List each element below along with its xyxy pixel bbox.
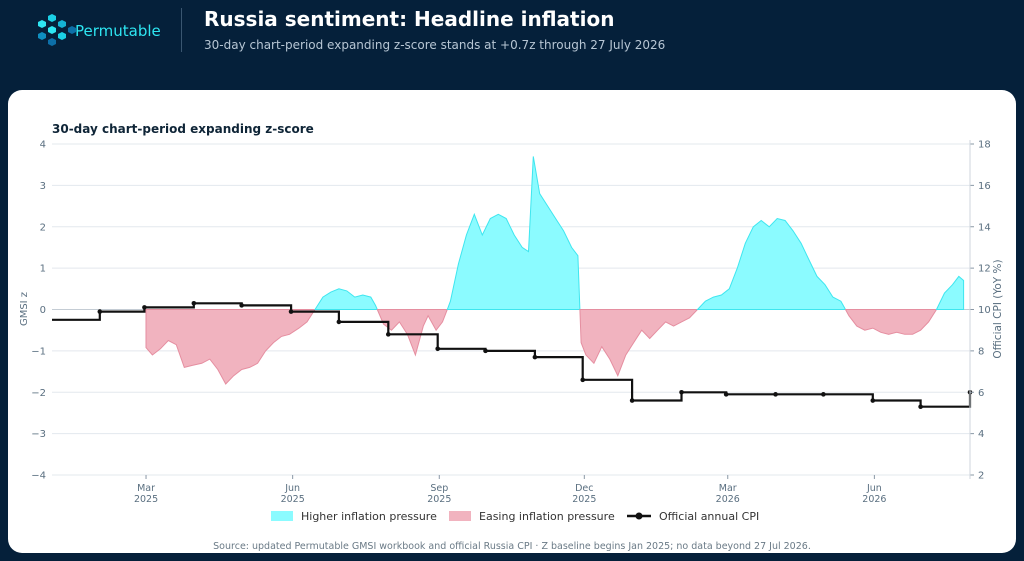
cpi-point <box>385 332 391 337</box>
legend-label-easing: Easing inflation pressure <box>479 510 615 523</box>
x-tick-month: Dec <box>575 483 593 494</box>
cpi-point <box>239 303 244 308</box>
y2-tick-label: 10 <box>978 305 991 316</box>
cpi-point <box>532 354 538 360</box>
cpi-point <box>142 305 147 310</box>
brand-name: Permutable <box>75 22 161 40</box>
cpi-point <box>918 404 923 410</box>
cpi-series <box>52 300 973 410</box>
x-tick-month: Jun <box>284 483 300 494</box>
cpi-point <box>97 309 103 314</box>
cpi-point <box>679 389 684 395</box>
y-tick-label: 2 <box>40 222 46 233</box>
y2-axis-label: Official CPI (YoY %) <box>992 259 1004 358</box>
header-divider <box>181 8 182 52</box>
x-tick-month: Mar <box>719 483 737 494</box>
higher-pressure-area <box>314 288 379 310</box>
cpi-point <box>773 392 778 397</box>
easing-pressure-area <box>844 309 938 335</box>
cpi-point <box>821 392 826 397</box>
y2-tick-label: 8 <box>978 346 984 357</box>
y-tick-label: 1 <box>40 264 46 275</box>
higher-pressure-area <box>446 156 581 310</box>
x-tick-year: 2026 <box>716 494 740 505</box>
y2-tick-label: 12 <box>978 264 991 275</box>
y-axis-label: GMSI z <box>19 292 30 326</box>
y-tick-label: 4 <box>40 140 46 151</box>
y-tick-label: −4 <box>31 471 46 482</box>
legend-swatch-cpi-dot <box>635 512 643 520</box>
x-tick-month: Sep <box>430 483 448 494</box>
cpi-point <box>336 319 342 325</box>
zscore-areas <box>145 156 965 385</box>
y-tick-label: −2 <box>31 388 46 399</box>
cpi-point <box>723 392 729 397</box>
y-tick-label: 0 <box>40 305 46 316</box>
legend: Higher inflation pressure Easing inflati… <box>271 510 759 523</box>
y2-tick-label: 2 <box>978 471 984 482</box>
x-tick-year: 2026 <box>862 494 886 505</box>
easing-pressure-area <box>579 309 699 377</box>
cpi-point <box>288 309 294 314</box>
page-subtitle: 30-day chart-period expanding z-score st… <box>204 38 666 52</box>
axes: −4−3−2−10123424681012141618Mar2025Jun202… <box>31 140 990 506</box>
legend-label-cpi: Official annual CPI <box>659 510 759 523</box>
x-tick-year: 2025 <box>427 494 451 505</box>
y2-tick-label: 6 <box>978 388 984 399</box>
legend-swatch-higher <box>271 511 293 521</box>
x-tick-year: 2025 <box>281 494 305 505</box>
legend-swatch-easing <box>449 511 471 521</box>
y2-tick-label: 4 <box>978 429 984 440</box>
easing-pressure-area <box>145 309 316 385</box>
y2-tick-label: 18 <box>978 140 991 151</box>
cpi-point <box>191 300 197 306</box>
cpi-point <box>435 346 440 352</box>
legend-label-higher: Higher inflation pressure <box>301 510 437 523</box>
cpi-point <box>870 398 876 403</box>
easing-pressure-area <box>376 309 449 357</box>
higher-pressure-area <box>696 217 847 310</box>
source-note: Source: updated Permutable GMSI workbook… <box>213 541 811 552</box>
permutable-logo-icon <box>38 14 76 46</box>
header: Permutable Russia sentiment: Headline in… <box>0 0 1024 90</box>
y-tick-label: −1 <box>31 346 46 357</box>
higher-pressure-area <box>935 275 965 310</box>
cpi-point <box>483 348 488 354</box>
y2-tick-label: 14 <box>978 222 991 233</box>
x-tick-year: 2025 <box>572 494 596 505</box>
x-tick-month: Mar <box>137 483 155 494</box>
cpi-point <box>580 377 586 383</box>
y2-tick-label: 16 <box>978 181 991 192</box>
x-tick-year: 2025 <box>134 494 158 505</box>
chart-title: 30-day chart-period expanding z-score <box>52 122 314 136</box>
y-tick-label: −3 <box>31 429 46 440</box>
x-tick-month: Jun <box>866 483 882 494</box>
page-title: Russia sentiment: Headline inflation <box>204 7 615 31</box>
y-tick-label: 3 <box>40 181 46 192</box>
cpi-point <box>629 398 635 403</box>
